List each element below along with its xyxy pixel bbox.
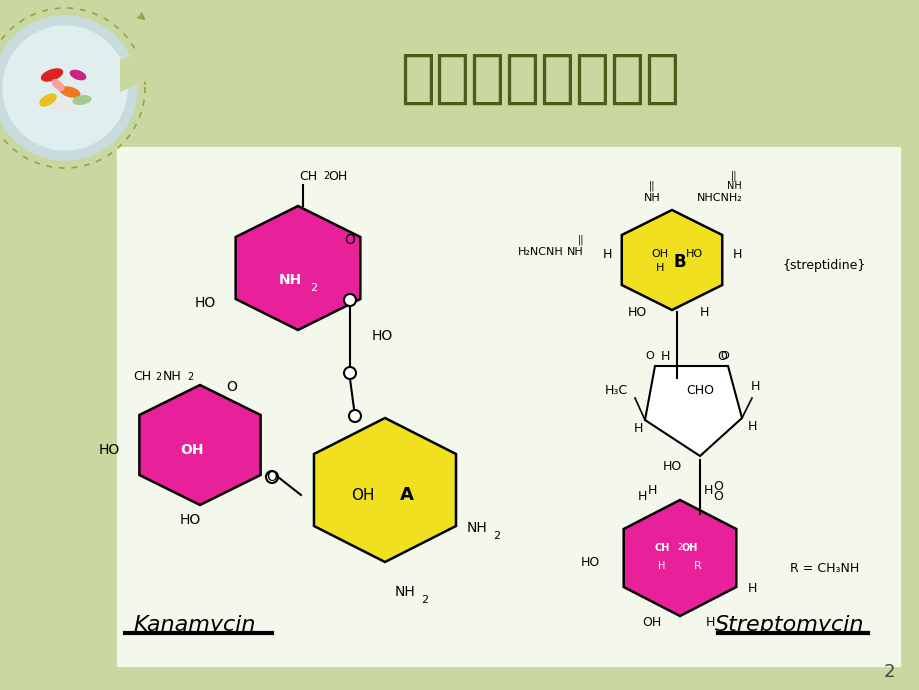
Text: 2: 2 (676, 544, 682, 553)
Ellipse shape (73, 96, 91, 104)
Text: CH: CH (132, 371, 151, 384)
Text: H: H (637, 489, 646, 502)
Text: OH: OH (681, 543, 698, 553)
Text: 2: 2 (421, 595, 428, 605)
Text: HO: HO (371, 329, 392, 343)
Text: R = CH₃NH: R = CH₃NH (789, 562, 858, 575)
Text: H: H (702, 484, 712, 497)
Polygon shape (313, 418, 456, 562)
Text: H: H (660, 350, 669, 362)
Text: HO: HO (685, 249, 702, 259)
Text: H: H (750, 380, 759, 393)
Text: NH: NH (726, 181, 741, 191)
Text: ||: || (730, 170, 736, 181)
Text: B: B (673, 253, 686, 271)
Ellipse shape (70, 70, 85, 79)
Text: O: O (720, 351, 729, 361)
Ellipse shape (61, 87, 80, 97)
Text: 2: 2 (187, 372, 193, 382)
Text: {streptidine}: {streptidine} (781, 259, 865, 271)
Circle shape (344, 294, 356, 306)
Text: NH: NH (278, 273, 301, 287)
Text: ||: || (648, 181, 654, 191)
Polygon shape (139, 385, 260, 505)
Text: H: H (746, 420, 755, 433)
Text: 2: 2 (882, 663, 894, 681)
Text: OH: OH (641, 616, 661, 629)
Text: NH: NH (567, 247, 584, 257)
Text: ||: || (577, 235, 584, 245)
Text: CH: CH (653, 543, 669, 553)
Polygon shape (119, 48, 148, 92)
Text: NH: NH (163, 371, 181, 384)
Text: Streptomycin: Streptomycin (714, 615, 864, 635)
Text: HO: HO (195, 296, 216, 310)
Text: O: O (712, 489, 722, 502)
Text: A: A (400, 486, 414, 504)
Text: 氨基糖苷类抗生素: 氨基糖苷类抗生素 (400, 50, 679, 106)
Ellipse shape (51, 104, 73, 112)
Text: CH: CH (299, 170, 317, 182)
Text: H: H (705, 616, 714, 629)
Text: OH: OH (328, 170, 347, 182)
Text: H: H (746, 582, 755, 595)
Text: OH: OH (180, 443, 203, 457)
Text: NH: NH (643, 193, 660, 203)
Polygon shape (644, 366, 742, 456)
Text: 2: 2 (493, 531, 500, 541)
Text: HO: HO (627, 306, 646, 319)
Text: H: H (732, 248, 741, 262)
Text: O: O (712, 480, 722, 493)
Text: HO: HO (179, 513, 200, 527)
Text: O: O (267, 470, 278, 484)
Text: 2: 2 (154, 372, 161, 382)
Text: Kanamycin: Kanamycin (133, 615, 256, 635)
Circle shape (3, 26, 127, 150)
Text: 2: 2 (323, 171, 329, 181)
Text: NH: NH (466, 521, 487, 535)
Circle shape (344, 367, 356, 379)
Ellipse shape (41, 69, 62, 81)
Text: O: O (345, 233, 355, 247)
Circle shape (0, 16, 137, 160)
FancyBboxPatch shape (116, 146, 901, 668)
Text: H: H (647, 484, 656, 497)
Text: H: H (602, 248, 611, 262)
Polygon shape (235, 206, 360, 330)
Text: H: H (698, 306, 708, 319)
Text: HO: HO (580, 557, 599, 569)
Polygon shape (621, 210, 721, 310)
Text: H: H (632, 422, 642, 435)
Text: O: O (716, 350, 726, 362)
Text: O: O (645, 351, 653, 361)
Text: H: H (655, 263, 664, 273)
Text: OH: OH (351, 488, 374, 502)
Ellipse shape (52, 80, 63, 90)
Text: O: O (226, 380, 237, 394)
Text: HO: HO (98, 443, 119, 457)
Text: HO: HO (662, 460, 681, 473)
Polygon shape (623, 500, 735, 616)
Text: H₃C: H₃C (604, 384, 628, 397)
Text: R: R (693, 561, 701, 571)
Text: CHO: CHO (686, 384, 713, 397)
Text: NHCNH₂: NHCNH₂ (697, 193, 742, 203)
Circle shape (348, 410, 360, 422)
Text: 2: 2 (310, 283, 317, 293)
Circle shape (266, 471, 278, 483)
Text: H: H (658, 561, 665, 571)
Text: H₂NCNH: H₂NCNH (517, 247, 563, 257)
Text: NH: NH (394, 585, 414, 599)
Text: OH: OH (651, 249, 668, 259)
Ellipse shape (40, 94, 56, 106)
